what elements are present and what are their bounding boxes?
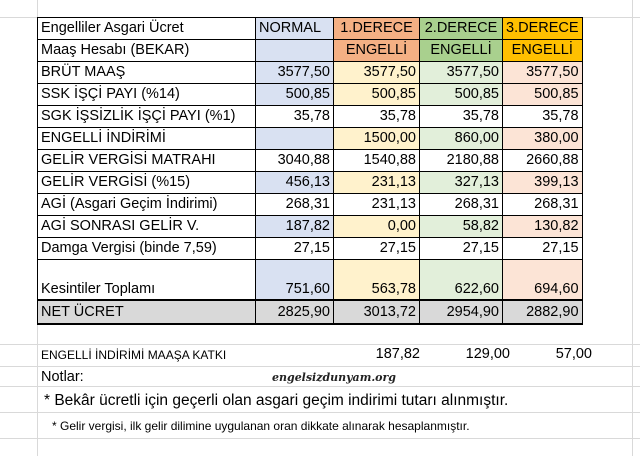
cell-normal[interactable]: 268,31: [255, 193, 334, 216]
cell-degree-3[interactable]: 27,15: [502, 237, 583, 260]
table-row: ENGELLİ İNDİRİMİ 1500,00 860,00 380,00: [37, 127, 583, 150]
row-label[interactable]: SSK İŞÇİ PAYI (%14): [37, 83, 256, 106]
header-row-1: Engelliler Asgari Ücret NORMAL 1.DERECE …: [37, 17, 583, 40]
cell-degree-3[interactable]: 2660,88: [502, 149, 583, 172]
table-row: AGİ SONRASI GELİR V. 187,82 0,00 58,82 1…: [37, 215, 583, 238]
cell-normal[interactable]: 27,15: [255, 237, 334, 260]
cell-normal[interactable]: [255, 127, 334, 150]
cell-degree-3[interactable]: 380,00: [502, 127, 583, 150]
row-label[interactable]: AGİ (Asgari Geçim İndirimi): [37, 193, 256, 216]
notes-label[interactable]: Notlar:: [41, 369, 84, 385]
table-row: Damga Vergisi (binde 7,59) 27,15 27,15 2…: [37, 237, 583, 260]
cell-degree-2[interactable]: 35,78: [419, 105, 503, 128]
row-label[interactable]: BRÜT MAAŞ: [37, 61, 256, 84]
contribution-label[interactable]: ENGELLİ İNDİRİMİ MAAŞA KATKI: [41, 348, 227, 362]
cell-degree-2[interactable]: 622,60: [419, 259, 503, 301]
cell-degree-2[interactable]: 268,31: [419, 193, 503, 216]
cell-degree-3[interactable]: 268,31: [502, 193, 583, 216]
gridline: [0, 412, 640, 413]
cell-normal[interactable]: 35,78: [255, 105, 334, 128]
note-1[interactable]: * Bekâr ücretli için geçerli olan asgari…: [44, 392, 509, 409]
table-row: GELİR VERGİSİ (%15) 456,13 231,13 327,13…: [37, 171, 583, 194]
cell-degree-1[interactable]: 500,85: [333, 83, 420, 106]
cell-degree-1[interactable]: 35,78: [333, 105, 420, 128]
cell-normal[interactable]: 3040,88: [255, 149, 334, 172]
header-degree-1-bottom[interactable]: ENGELLİ: [333, 39, 420, 62]
row-label[interactable]: GELİR VERGİSİ (%15): [37, 171, 256, 194]
net-degree-1[interactable]: 3013,72: [333, 299, 420, 325]
cell-normal[interactable]: 500,85: [255, 83, 334, 106]
contribution-degree-2[interactable]: 129,00: [465, 346, 510, 362]
header-normal-blank[interactable]: [255, 39, 334, 62]
note-2[interactable]: * Gelir vergisi, ilk gelir dilimine uygu…: [52, 419, 470, 433]
net-degree-3[interactable]: 2882,90: [502, 299, 583, 325]
header-degree-3-bottom[interactable]: ENGELLİ: [502, 39, 583, 62]
cell-degree-1[interactable]: 1500,00: [333, 127, 420, 150]
cell-degree-2[interactable]: 860,00: [419, 127, 503, 150]
cell-degree-1[interactable]: 27,15: [333, 237, 420, 260]
header-row-2: Maaş Hesabı (BEKAR) ENGELLİ ENGELLİ ENGE…: [37, 39, 583, 62]
cell-degree-1[interactable]: 231,13: [333, 193, 420, 216]
cell-degree-3[interactable]: 500,85: [502, 83, 583, 106]
cell-degree-1[interactable]: 563,78: [333, 259, 420, 301]
gridline: [0, 366, 640, 367]
cell-degree-3[interactable]: 130,82: [502, 215, 583, 238]
table-row: SSK İŞÇİ PAYI (%14) 500,85 500,85 500,85…: [37, 83, 583, 106]
cell-degree-2[interactable]: 27,15: [419, 237, 503, 260]
row-label[interactable]: AGİ SONRASI GELİR V.: [37, 215, 256, 238]
subtitle-cell[interactable]: Maaş Hesabı (BEKAR): [37, 39, 256, 62]
row-label[interactable]: Kesintiler Toplamı: [37, 259, 256, 301]
net-normal[interactable]: 2825,90: [255, 299, 334, 325]
table-row: Kesintiler Toplamı 751,60 563,78 622,60 …: [37, 259, 583, 301]
header-degree-2-bottom[interactable]: ENGELLİ: [419, 39, 503, 62]
cell-degree-3[interactable]: 694,60: [502, 259, 583, 301]
cell-normal[interactable]: 3577,50: [255, 61, 334, 84]
gridline: [0, 386, 640, 387]
row-label[interactable]: ENGELLİ İNDİRİMİ: [37, 127, 256, 150]
table-row: SGK İŞSİZLİK İŞÇİ PAYI (%1) 35,78 35,78 …: [37, 105, 583, 128]
cell-degree-1[interactable]: 3577,50: [333, 61, 420, 84]
cell-degree-2[interactable]: 2180,88: [419, 149, 503, 172]
header-degree-3-top[interactable]: 3.DERECE: [502, 17, 583, 40]
contribution-degree-3[interactable]: 57,00: [555, 346, 592, 362]
cell-normal[interactable]: 187,82: [255, 215, 334, 238]
salary-table: Engelliler Asgari Ücret NORMAL 1.DERECE …: [37, 17, 583, 325]
cell-normal[interactable]: 456,13: [255, 171, 334, 194]
row-label[interactable]: GELİR VERGİSİ MATRAHI: [37, 149, 256, 172]
table-row: AGİ (Asgari Geçim İndirimi) 268,31 231,1…: [37, 193, 583, 216]
gridline: [0, 438, 640, 439]
table-row: BRÜT MAAŞ 3577,50 3577,50 3577,50 3577,5…: [37, 61, 583, 84]
cell-degree-1[interactable]: 0,00: [333, 215, 420, 238]
cell-degree-2[interactable]: 327,13: [419, 171, 503, 194]
cell-degree-2[interactable]: 3577,50: [419, 61, 503, 84]
cell-degree-3[interactable]: 35,78: [502, 105, 583, 128]
contribution-degree-1[interactable]: 187,82: [375, 346, 420, 362]
cell-degree-1[interactable]: 1540,88: [333, 149, 420, 172]
header-degree-2-top[interactable]: 2.DERECE: [419, 17, 503, 40]
net-label[interactable]: NET ÜCRET: [37, 299, 256, 325]
table-row: GELİR VERGİSİ MATRAHI 3040,88 1540,88 21…: [37, 149, 583, 172]
row-label[interactable]: Damga Vergisi (binde 7,59): [37, 237, 256, 260]
title-cell[interactable]: Engelliler Asgari Ücret: [37, 17, 256, 40]
header-normal[interactable]: NORMAL: [255, 17, 334, 40]
gridline: [632, 0, 633, 456]
cell-degree-3[interactable]: 399,13: [502, 171, 583, 194]
cell-normal[interactable]: 751,60: [255, 259, 334, 301]
net-row: NET ÜCRET 2825,90 3013,72 2954,90 2882,9…: [37, 299, 583, 325]
gridline: [0, 344, 640, 345]
row-label[interactable]: SGK İŞSİZLİK İŞÇİ PAYI (%1): [37, 105, 256, 128]
net-degree-2[interactable]: 2954,90: [419, 299, 503, 325]
cell-degree-2[interactable]: 58,82: [419, 215, 503, 238]
cell-degree-3[interactable]: 3577,50: [502, 61, 583, 84]
cell-degree-2[interactable]: 500,85: [419, 83, 503, 106]
watermark-text: engelsizdunyam.org: [272, 371, 396, 384]
cell-degree-1[interactable]: 231,13: [333, 171, 420, 194]
header-degree-1-top[interactable]: 1.DERECE: [333, 17, 420, 40]
